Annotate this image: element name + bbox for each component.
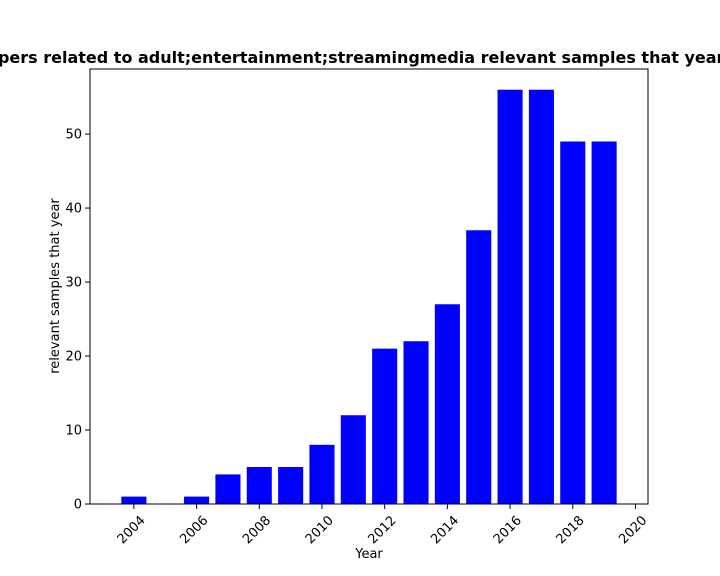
y-tick-label-40: 40 [65, 202, 82, 217]
bar-2011 [340, 415, 366, 504]
bar-2008 [246, 467, 272, 504]
bar-2009 [278, 467, 304, 504]
bar-2019 [591, 141, 617, 504]
y-tick-label-50: 50 [65, 128, 82, 143]
bar-2012 [372, 348, 398, 504]
x-axis: 2004 2006 2008 2010 2012 2014 2016 2018 2020 [115, 504, 650, 547]
x-tick-label-2016: 2016 [491, 513, 525, 547]
chart-title: Number of papers related to adult;entert… [0, 48, 720, 67]
x-tick-label-2010: 2010 [303, 513, 337, 547]
y-axis: 0 10 20 30 40 50 [65, 128, 90, 513]
y-tick-label-20: 20 [65, 350, 82, 365]
x-tick-label-2006: 2006 [177, 513, 211, 547]
x-tick-label-2020: 2020 [616, 513, 650, 547]
bar-2013 [403, 341, 429, 504]
bars-group [121, 89, 617, 504]
bar-2015 [466, 230, 492, 504]
y-tick-label-10: 10 [65, 424, 82, 439]
y-tick-label-0: 0 [74, 498, 82, 513]
x-tick-label-2008: 2008 [240, 513, 274, 547]
x-tick-label-2012: 2012 [365, 513, 399, 547]
y-axis-label: relevant samples that year [48, 198, 63, 374]
bar-2016 [497, 89, 523, 504]
x-tick-label-2018: 2018 [554, 513, 588, 547]
bar-2014 [434, 304, 460, 504]
y-tick-label-30: 30 [65, 276, 82, 291]
bar-2006 [184, 496, 210, 504]
x-tick-label-2014: 2014 [428, 513, 462, 547]
x-tick-label-2004: 2004 [115, 513, 149, 547]
plot-frame [89, 68, 649, 505]
bar-2017 [528, 89, 554, 504]
bar-2010 [309, 444, 335, 504]
x-axis-label: Year [354, 547, 383, 562]
bar-2004 [121, 496, 147, 504]
bar-2018 [560, 141, 586, 504]
bar-2007 [215, 474, 241, 504]
